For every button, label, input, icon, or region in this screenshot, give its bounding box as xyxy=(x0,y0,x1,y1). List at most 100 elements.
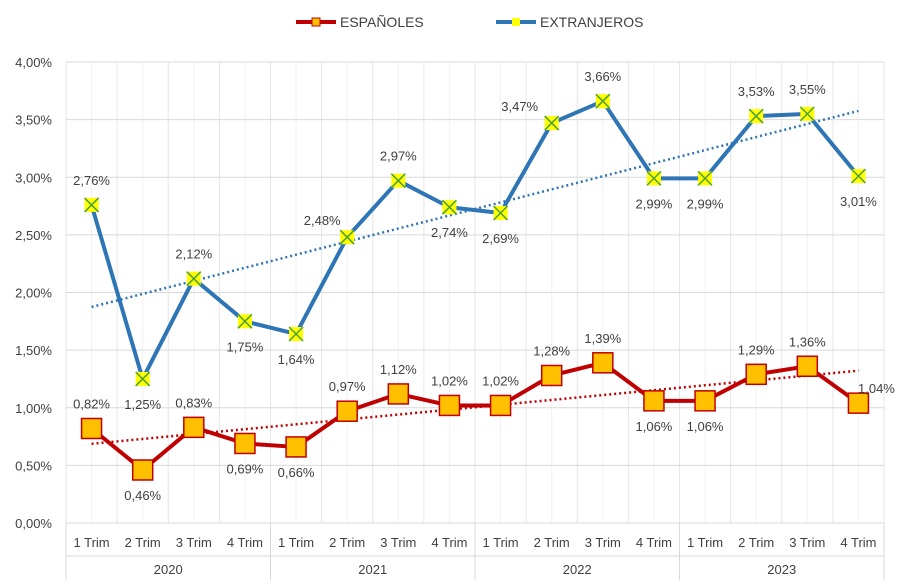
y-tick-label: 2,50% xyxy=(15,228,52,243)
data-label: 1,06% xyxy=(636,419,673,434)
data-label: 2,69% xyxy=(482,231,519,246)
y-tick-label: 0,00% xyxy=(15,516,52,531)
marker-x xyxy=(697,170,713,186)
data-point-marker xyxy=(285,436,307,458)
marker-x xyxy=(390,173,406,189)
marker-x xyxy=(186,271,202,287)
series-line-extranjeros xyxy=(89,99,860,381)
data-label: 1,12% xyxy=(380,362,417,377)
y-tick-label: 2,00% xyxy=(15,286,52,301)
data-point-marker xyxy=(694,390,716,412)
series-line-españoles xyxy=(90,360,860,472)
data-point-marker xyxy=(592,352,614,374)
x-tick-label: 2 Trim xyxy=(738,535,774,550)
data-label: 1,02% xyxy=(482,373,519,388)
data-point-marker xyxy=(643,390,665,412)
data-label: 0,69% xyxy=(227,461,264,476)
x-tick-label: 4 Trim xyxy=(431,535,467,550)
data-point-marker xyxy=(387,383,410,405)
legend-label: ESPAÑOLES xyxy=(340,14,424,30)
data-point-marker xyxy=(847,392,870,414)
data-point-marker xyxy=(748,108,764,124)
y-tick-label: 3,00% xyxy=(15,170,52,185)
data-label: 1,28% xyxy=(533,343,570,358)
y-tick-label: 3,50% xyxy=(15,113,52,128)
marker-x xyxy=(84,197,100,213)
marker-x xyxy=(339,229,355,245)
data-point-marker xyxy=(183,416,205,439)
data-point-marker xyxy=(237,313,253,329)
x-tick-label: 3 Trim xyxy=(585,535,621,550)
x-tick-label: 1 Trim xyxy=(687,535,723,550)
data-point-marker xyxy=(441,199,457,215)
legend-marker xyxy=(512,18,520,26)
marker-x xyxy=(799,106,815,122)
data-point-marker xyxy=(850,168,866,184)
marker-x xyxy=(595,93,611,109)
marker-x xyxy=(544,115,560,131)
data-label: 3,01% xyxy=(840,194,877,209)
data-point-marker xyxy=(84,197,100,213)
y-tick-label: 1,00% xyxy=(15,401,52,416)
data-label: 1,64% xyxy=(278,352,315,367)
data-point-marker xyxy=(336,400,358,422)
data-label: 2,76% xyxy=(73,173,110,188)
data-label: 0,97% xyxy=(329,379,366,394)
data-label: 3,47% xyxy=(501,99,538,114)
data-point-marker xyxy=(135,371,151,387)
x-tick-label: 4 Trim xyxy=(636,535,672,550)
y-tick-label: 4,00% xyxy=(15,55,52,70)
y-tick-label: 1,50% xyxy=(15,343,52,358)
data-label: 0,66% xyxy=(278,465,315,480)
data-point-marker xyxy=(186,271,202,287)
legend-marker xyxy=(311,17,321,27)
x-tick-label: 4 Trim xyxy=(227,535,263,550)
data-label: 1,04% xyxy=(858,381,895,396)
data-label: 1,02% xyxy=(431,373,468,388)
x-tick-label: 3 Trim xyxy=(789,535,825,550)
data-point-marker xyxy=(799,106,815,122)
data-label: 1,39% xyxy=(584,331,621,346)
data-point-marker xyxy=(493,205,509,221)
marker-x xyxy=(748,108,764,124)
data-point-marker xyxy=(339,229,355,245)
data-point-marker xyxy=(438,394,461,417)
x-tick-label: 3 Trim xyxy=(380,535,416,550)
data-label: 1,75% xyxy=(227,339,264,354)
data-point-marker xyxy=(745,363,767,386)
data-label: 0,83% xyxy=(175,395,212,410)
marker-x xyxy=(135,371,151,387)
x-group-label: 2021 xyxy=(358,562,387,577)
marker-x xyxy=(441,199,457,215)
marker-x xyxy=(646,170,662,186)
marker-x xyxy=(237,313,253,329)
data-point-marker xyxy=(595,93,611,109)
data-point-marker xyxy=(234,432,256,455)
x-group-label: 2020 xyxy=(154,562,183,577)
data-label: 3,55% xyxy=(789,82,826,97)
x-tick-label: 2 Trim xyxy=(329,535,365,550)
marker-x xyxy=(850,168,866,184)
data-label: 3,66% xyxy=(584,69,621,84)
data-point-marker xyxy=(697,170,713,186)
x-tick-label: 1 Trim xyxy=(483,535,519,550)
data-label: 1,29% xyxy=(738,342,775,357)
marker-x xyxy=(288,326,304,342)
data-point-marker xyxy=(489,394,512,417)
x-group-label: 2023 xyxy=(767,562,796,577)
data-label: 0,82% xyxy=(73,396,110,411)
data-label: 2,99% xyxy=(687,196,724,211)
x-tick-label: 3 Trim xyxy=(176,535,212,550)
data-point-marker xyxy=(80,417,103,440)
x-tick-label: 1 Trim xyxy=(74,535,110,550)
x-tick-label: 2 Trim xyxy=(125,535,161,550)
data-label: 3,53% xyxy=(738,84,775,99)
data-point-marker xyxy=(646,170,662,186)
data-label: 2,74% xyxy=(431,225,468,240)
data-point-marker xyxy=(540,364,563,387)
legend-label: EXTRANJEROS xyxy=(540,14,643,30)
y-tick-label: 0,50% xyxy=(15,458,52,473)
data-label: 1,25% xyxy=(124,397,161,412)
data-label: 2,97% xyxy=(380,149,417,164)
